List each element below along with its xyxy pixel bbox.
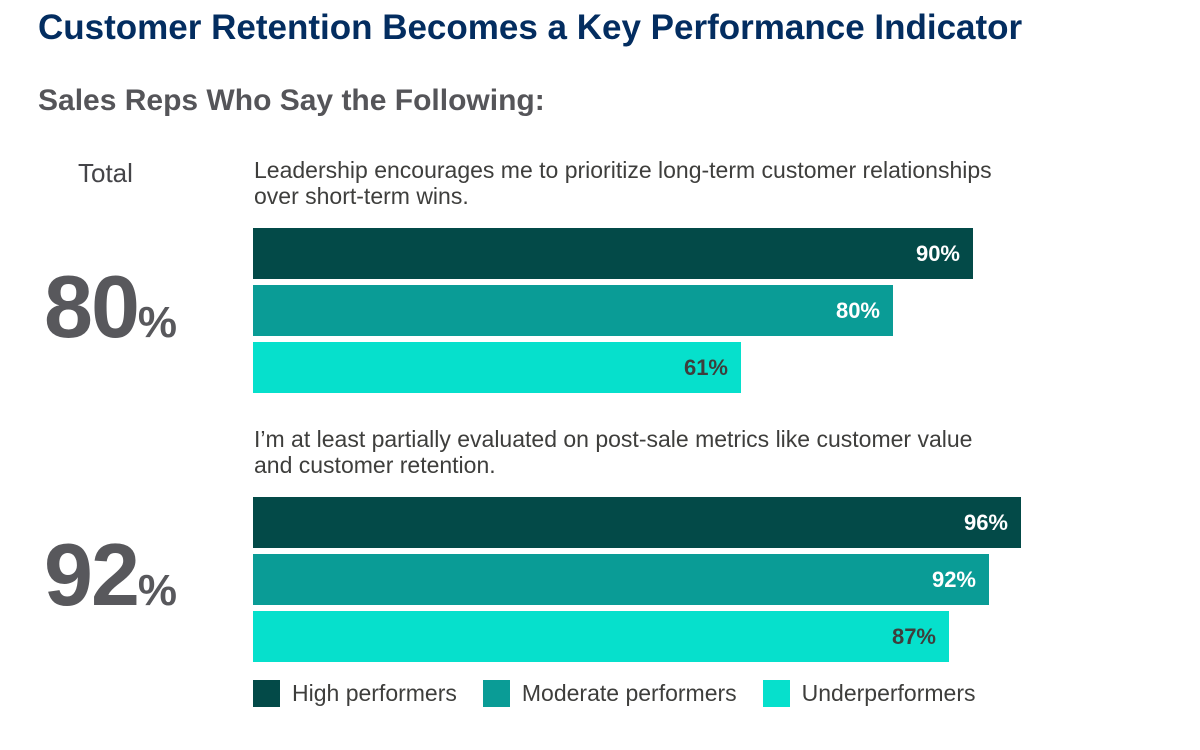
total-label: Total xyxy=(78,158,133,188)
legend-swatch-high xyxy=(253,680,280,707)
bar-label-q2-under: 87% xyxy=(891,623,936,649)
bar-label-q1-moderate: 80% xyxy=(835,297,880,323)
bar-q1-high-performers: 90% xyxy=(253,228,973,279)
chart-legend: High performers Moderate performers Unde… xyxy=(253,680,1001,707)
total-value-2: 92% xyxy=(44,524,177,626)
legend-item-moderate: Moderate performers xyxy=(482,680,737,707)
bar-q1-underperformers: 61% xyxy=(253,342,741,393)
total-value-1-percent-sign: % xyxy=(137,298,178,347)
chart-title: Customer Retention Becomes a Key Perform… xyxy=(38,8,1023,47)
total-value-2-percent-sign: % xyxy=(137,566,178,615)
question-2-text: I’m at least partially evaluated on post… xyxy=(254,426,973,478)
bar-q2-high-performers: 96% xyxy=(253,497,1021,548)
question-1-text: Leadership encourages me to prioritize l… xyxy=(254,157,992,209)
bar-q1-moderate-performers: 80% xyxy=(253,285,893,336)
bar-label-q2-moderate: 92% xyxy=(931,566,976,592)
total-value-1: 80% xyxy=(44,256,177,358)
legend-item-under: Underperformers xyxy=(762,680,976,707)
bar-q2-moderate-performers: 92% xyxy=(253,554,989,605)
legend-swatch-moderate xyxy=(482,680,510,707)
bar-q2-underperformers: 87% xyxy=(253,611,949,662)
legend-swatch-under xyxy=(762,680,790,707)
bar-label-q1-under: 61% xyxy=(683,354,728,380)
bar-label-q2-high: 96% xyxy=(963,509,1008,535)
legend-item-high: High performers xyxy=(253,680,457,707)
legend-label-high: High performers xyxy=(292,680,457,706)
total-value-1-number: 80 xyxy=(44,257,140,356)
bar-label-q1-high: 90% xyxy=(915,240,960,266)
total-value-2-number: 92 xyxy=(44,525,140,624)
chart-subtitle: Sales Reps Who Say the Following: xyxy=(38,84,545,117)
legend-label-under: Underperformers xyxy=(801,680,976,706)
legend-label-moderate: Moderate performers xyxy=(521,680,737,706)
